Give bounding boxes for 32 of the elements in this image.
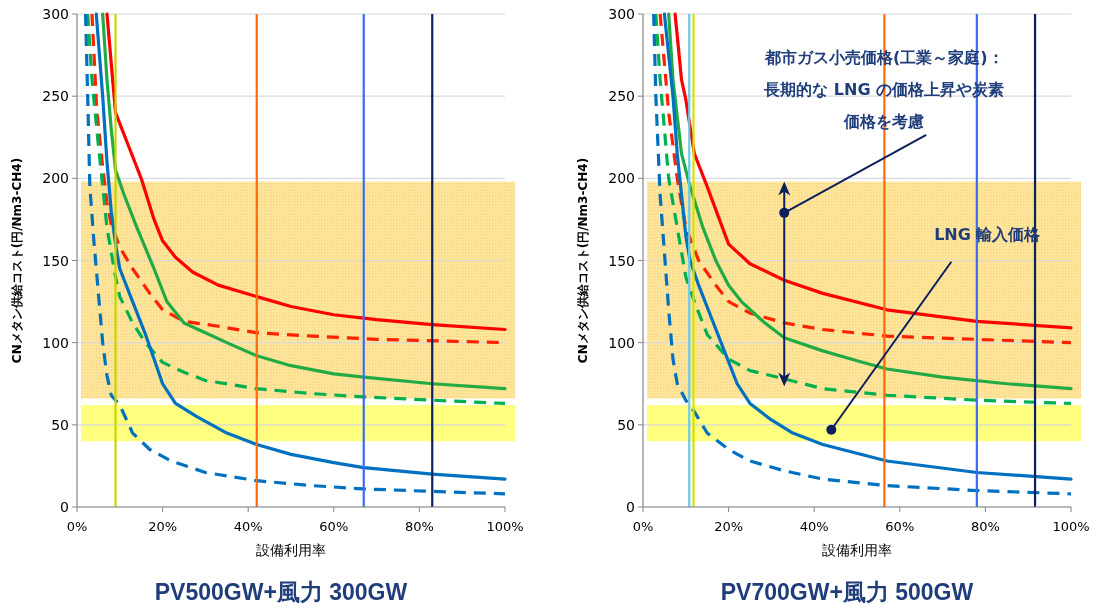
x-tick-label: 20% — [148, 519, 178, 534]
x-tick-label: 80% — [970, 519, 1000, 534]
x-tick-label: 80% — [404, 519, 434, 534]
y-tick-label: 200 — [42, 170, 69, 187]
x-axis-title: 設備利用率 — [256, 542, 326, 558]
x-tick-label: 100% — [1052, 519, 1090, 534]
y-tick-label: 150 — [608, 252, 635, 269]
y-tick-label: 250 — [608, 88, 635, 105]
y-tick-label: 50 — [51, 416, 69, 433]
x-axis-title: 設備利用率 — [822, 542, 892, 558]
x-tick-label: 40% — [799, 519, 829, 534]
y-tick-label: 100 — [42, 334, 69, 351]
x-tick-label: 60% — [885, 519, 915, 534]
y-tick-label: 300 — [608, 6, 635, 22]
text: PV500GW+風力 300GW — [154, 579, 408, 605]
y-axis-title: CNメタン供給コスト(円/Nm3-CH4) — [10, 157, 24, 364]
x-tick-label: 0% — [66, 519, 88, 534]
y-tick-label: 250 — [42, 88, 69, 105]
y-axis-title: CNメタン供給コスト(円/Nm3-CH4) — [576, 157, 590, 364]
x-tick-label: 100% — [486, 519, 524, 534]
y-tick-label: 300 — [42, 6, 69, 22]
y-tick-label: 50 — [617, 416, 635, 433]
y-tick-label: 100 — [608, 334, 635, 351]
y-tick-label: 0 — [60, 499, 69, 515]
y-tick-label: 200 — [608, 170, 635, 187]
text: PV700GW+風力 500GW — [720, 579, 974, 605]
x-tick-label: 0% — [632, 519, 654, 534]
y-tick-label: 150 — [42, 252, 69, 269]
x-tick-label: 20% — [714, 519, 744, 534]
x-tick-label: 60% — [319, 519, 349, 534]
x-tick-label: 40% — [233, 519, 263, 534]
y-tick-label: 0 — [626, 499, 635, 515]
